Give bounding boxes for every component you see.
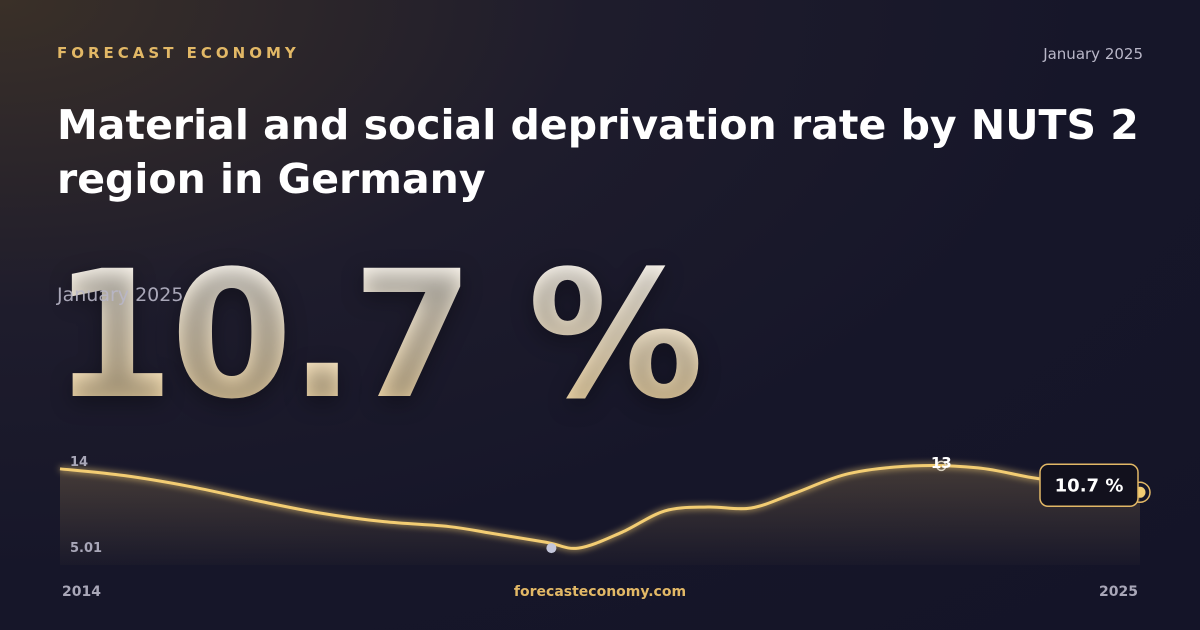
headline-value: 10.7 % (52, 233, 704, 438)
footer-url[interactable]: forecasteconomy.com (513, 584, 687, 600)
peak-marker (936, 460, 947, 472)
page-title: Material and social deprivation rate by … (57, 101, 1139, 203)
brand-label: FORECAST ECONOMY (57, 44, 300, 62)
x-start-label: 2014 (62, 584, 101, 600)
headline-date: January 2025 (57, 284, 184, 306)
y-max-tick-label: 14 (70, 455, 88, 470)
date-label: January 2025 (1043, 45, 1143, 63)
last-point-callout (1039, 463, 1139, 508)
x-end-label: 2025 (1099, 584, 1138, 600)
chart-area-fill (60, 465, 1140, 565)
last-point-label: 10.7 % (1055, 475, 1124, 496)
chart-series-line (59, 463, 1141, 550)
y-min-tick-label: 5.01 (70, 541, 102, 556)
low-marker (546, 543, 557, 554)
peak-label: 13 (931, 454, 952, 472)
